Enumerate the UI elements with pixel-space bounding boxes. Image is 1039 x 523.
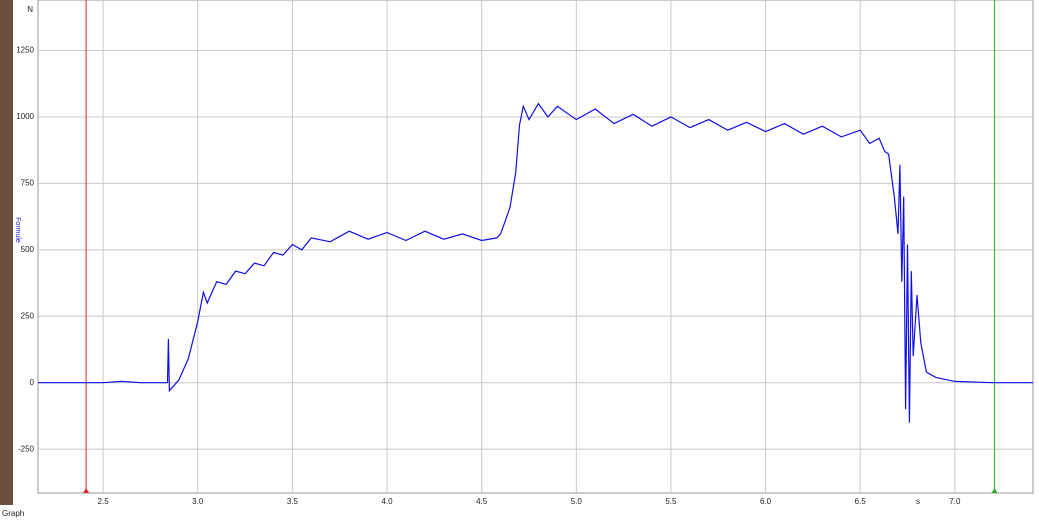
- plot-area: [37, 0, 1034, 494]
- y-tick-label: 1000: [16, 112, 34, 121]
- y-tick-label: 0: [30, 378, 35, 387]
- x-tick-label: 3.0: [192, 497, 204, 506]
- x-tick-label: 6.5: [855, 497, 867, 506]
- x-tick-label: 2.5: [98, 497, 110, 506]
- cursor-marker: [991, 488, 998, 493]
- x-tick-label: 3.5: [287, 497, 299, 506]
- y-tick-label: -250: [18, 444, 35, 453]
- x-tick-label: 5.0: [571, 497, 583, 506]
- y-tick-label: 750: [21, 178, 35, 187]
- x-tick-label: 4.5: [476, 497, 488, 506]
- y-tick-label: 1250: [16, 46, 34, 55]
- signal-line: [38, 102, 1033, 423]
- y-unit: N: [27, 5, 33, 14]
- y-label: Formule: [14, 217, 21, 243]
- y-tick-label: 250: [21, 311, 35, 320]
- cursor-marker: [83, 488, 90, 493]
- y-tick-label: 500: [21, 245, 35, 254]
- x-tick-label: 6.0: [760, 497, 772, 506]
- x-tick-label: 5.5: [665, 497, 677, 506]
- x-unit: s: [916, 497, 920, 506]
- side-strip: [0, 0, 13, 505]
- footer: Graph: [2, 509, 24, 518]
- x-tick-label: 4.0: [381, 497, 393, 506]
- x-tick-label: 7.0: [949, 497, 961, 506]
